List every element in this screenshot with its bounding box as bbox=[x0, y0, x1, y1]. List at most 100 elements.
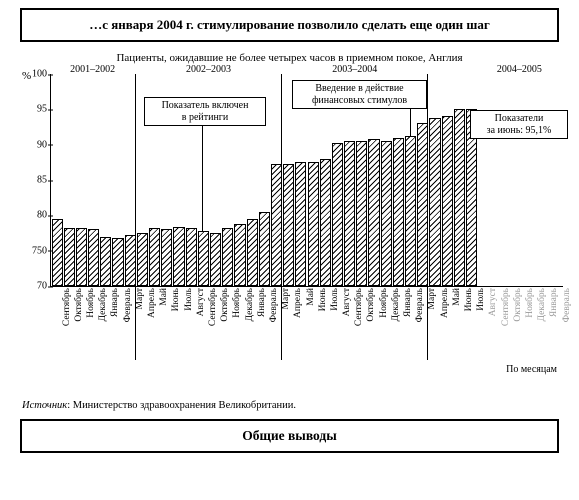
period-divider bbox=[427, 74, 428, 360]
bar bbox=[283, 164, 294, 286]
bar bbox=[247, 219, 258, 286]
period-label: 2001–2002 bbox=[70, 64, 115, 75]
bar bbox=[161, 229, 172, 286]
bar bbox=[234, 224, 245, 286]
x-tick-label: Март bbox=[135, 288, 145, 309]
x-tick-label: Сентябрь bbox=[501, 288, 511, 326]
x-tick-label: Июнь bbox=[318, 288, 328, 311]
bar bbox=[295, 162, 306, 286]
footer-box: Общие выводы bbox=[20, 419, 559, 453]
x-tick-label: Октябрь bbox=[74, 288, 84, 322]
x-tick-label: Июль bbox=[330, 288, 340, 311]
bar bbox=[259, 212, 270, 286]
x-tick-label: Октябрь bbox=[513, 288, 523, 322]
annotation-box: Показателиза июнь: 95,1% bbox=[470, 110, 568, 139]
bar bbox=[308, 162, 319, 286]
x-tick-label: Январь bbox=[549, 288, 559, 317]
period-divider bbox=[135, 74, 136, 360]
x-tick-label: Декабрь bbox=[537, 288, 547, 321]
annotation-line: за июнь: 95,1% bbox=[475, 125, 563, 137]
period-label: 2002–2003 bbox=[186, 64, 231, 75]
bar bbox=[149, 228, 160, 286]
period-label: 2003–2004 bbox=[332, 64, 377, 75]
bar bbox=[88, 229, 99, 286]
period-divider bbox=[281, 74, 282, 360]
x-tick-label: Февраль bbox=[415, 288, 425, 322]
annotation-line: Введение в действие bbox=[297, 83, 422, 95]
chart-container: % 7075080859095100 СентябрьОктябрьНоябрь… bbox=[14, 68, 565, 396]
x-tick-label: Февраль bbox=[123, 288, 133, 322]
x-tick-label: Январь bbox=[257, 288, 267, 317]
x-tick-label: Июнь bbox=[464, 288, 474, 311]
x-tick-label: Май bbox=[159, 288, 169, 306]
bar bbox=[332, 143, 343, 286]
y-tick: 750 bbox=[23, 245, 47, 256]
x-tick-label: Март bbox=[281, 288, 291, 309]
bar bbox=[52, 219, 63, 286]
x-tick-label: Февраль bbox=[562, 288, 572, 322]
bar bbox=[381, 141, 392, 286]
x-tick-label: Декабрь bbox=[98, 288, 108, 321]
y-tick: 80 bbox=[23, 210, 47, 221]
annotation-line: Показатель включен bbox=[149, 100, 261, 112]
x-tick-label: Август bbox=[196, 288, 206, 316]
x-tick-label: Январь bbox=[403, 288, 413, 317]
x-tick-label: Сентябрь bbox=[62, 288, 72, 326]
x-tick-label: Апрель bbox=[293, 288, 303, 318]
bar bbox=[64, 228, 75, 286]
x-tick-label: Ноябрь bbox=[525, 288, 535, 318]
bar bbox=[76, 228, 87, 286]
x-tick-label: Апрель bbox=[440, 288, 450, 318]
x-tick-label: Апрель bbox=[147, 288, 157, 318]
x-tick-label: Январь bbox=[110, 288, 120, 317]
bar bbox=[405, 136, 416, 286]
y-tick: 95 bbox=[23, 104, 47, 115]
x-tick-label: Июнь bbox=[171, 288, 181, 311]
bar bbox=[356, 141, 367, 286]
annotation-box: Введение в действиефинансовых стимулов bbox=[292, 80, 427, 109]
x-tick-label: Декабрь bbox=[391, 288, 401, 321]
annotation-line: в рейтинги bbox=[149, 112, 261, 124]
x-tick-label: Октябрь bbox=[220, 288, 230, 322]
source-line: Источник: Министерство здравоохранения В… bbox=[22, 400, 557, 411]
x-tick-label: Октябрь bbox=[366, 288, 376, 322]
x-tick-label: Февраль bbox=[269, 288, 279, 322]
x-tick-label: Май bbox=[306, 288, 316, 306]
x-tick-label: Декабрь bbox=[245, 288, 255, 321]
x-tick-label: Ноябрь bbox=[232, 288, 242, 318]
annotation-line: Показатели bbox=[475, 113, 563, 125]
bar bbox=[393, 138, 404, 286]
x-axis-labels: СентябрьОктябрьНоябрьДекабрьЯнварьФеврал… bbox=[50, 288, 562, 366]
y-tick: 100 bbox=[23, 69, 47, 80]
bar bbox=[210, 233, 221, 286]
bar bbox=[137, 233, 148, 286]
x-tick-label: Август bbox=[342, 288, 352, 316]
bar bbox=[173, 227, 184, 286]
annotation-line: финансовых стимулов bbox=[297, 95, 422, 107]
bar bbox=[112, 238, 123, 286]
y-tick: 70 bbox=[23, 281, 47, 292]
x-tick-label: Август bbox=[488, 288, 498, 316]
bar bbox=[429, 118, 440, 286]
bar bbox=[454, 109, 465, 286]
bar bbox=[442, 116, 453, 286]
annotation-box: Показатель включенв рейтинги bbox=[144, 97, 266, 126]
chart-subtitle: Пациенты, ожидавшие не более четырех час… bbox=[14, 52, 565, 64]
bar bbox=[198, 231, 209, 286]
x-tick-label: Май bbox=[452, 288, 462, 306]
period-label: 2004–2005 bbox=[497, 64, 542, 75]
bar bbox=[222, 228, 233, 286]
page-title: …с января 2004 г. стимулирование позволи… bbox=[89, 17, 490, 32]
bar bbox=[320, 159, 331, 286]
y-tick: 85 bbox=[23, 175, 47, 186]
bar bbox=[186, 228, 197, 286]
y-tick: 90 bbox=[23, 139, 47, 150]
x-tick-label: Ноябрь bbox=[86, 288, 96, 318]
x-tick-label: Ноябрь bbox=[379, 288, 389, 318]
bar bbox=[100, 237, 111, 286]
page-title-box: …с января 2004 г. стимулирование позволи… bbox=[20, 8, 559, 42]
source-text: : Министерство здравоохранения Великобри… bbox=[67, 400, 296, 411]
x-axis-caption: По месяцам bbox=[506, 364, 557, 375]
x-tick-label: Июль bbox=[476, 288, 486, 311]
source-label: Источник bbox=[22, 400, 67, 411]
